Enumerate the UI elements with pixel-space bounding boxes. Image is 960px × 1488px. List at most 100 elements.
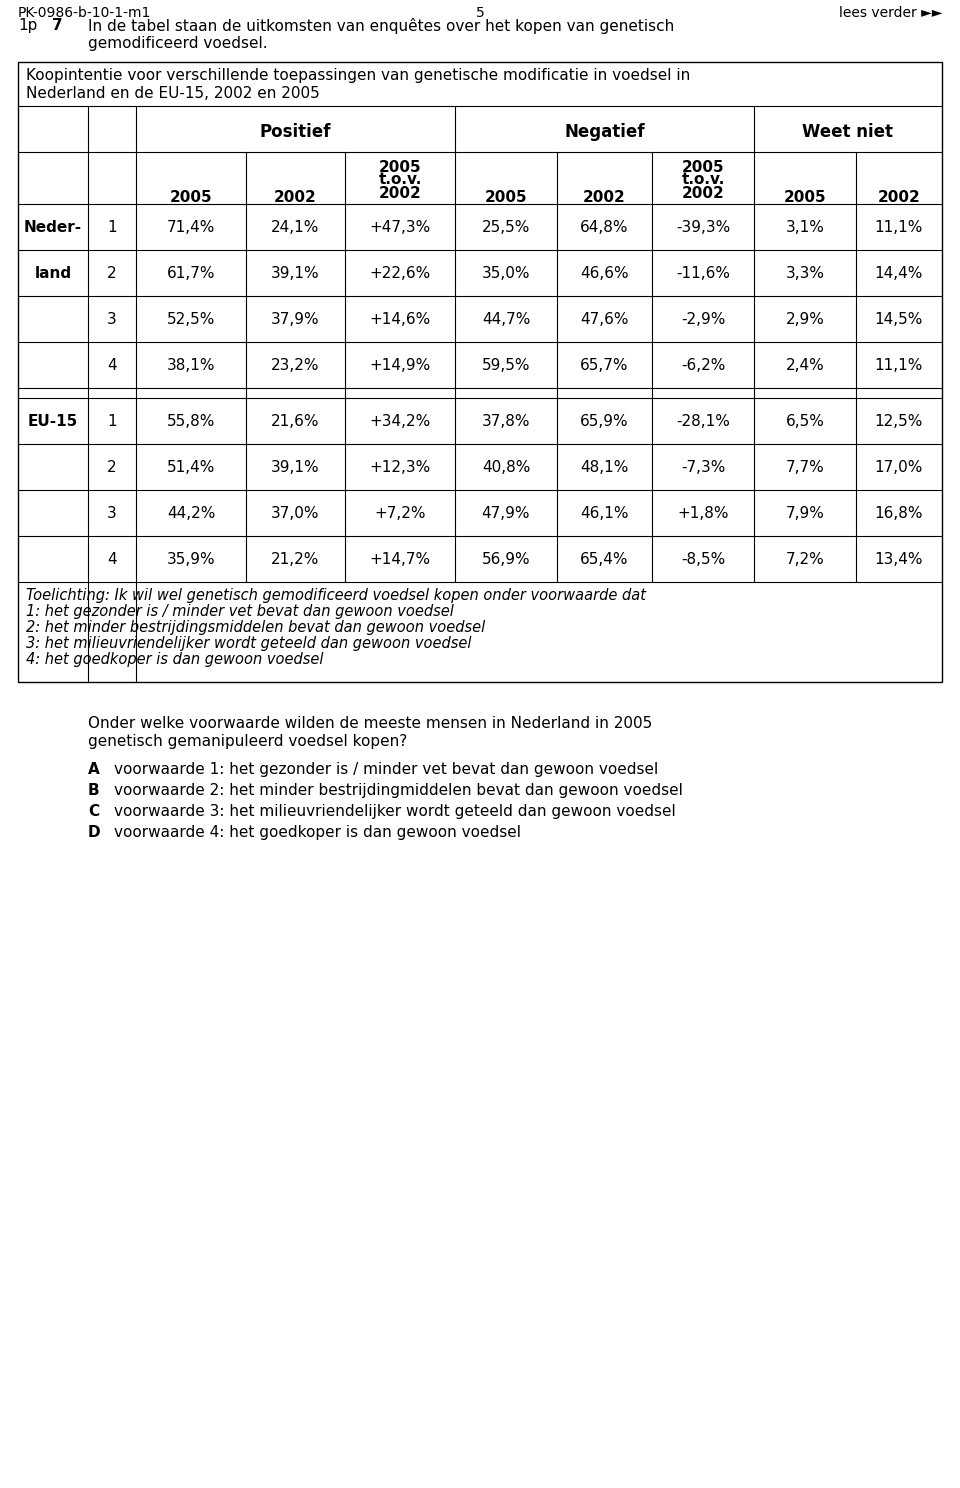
Text: 48,1%: 48,1% [580,460,629,475]
Text: +1,8%: +1,8% [677,506,729,521]
Text: -39,3%: -39,3% [676,220,731,235]
Text: 3,1%: 3,1% [785,220,825,235]
Text: +14,6%: +14,6% [370,312,431,327]
Text: 64,8%: 64,8% [580,220,629,235]
Text: 24,1%: 24,1% [272,220,320,235]
Text: +22,6%: +22,6% [370,266,431,281]
Text: 7,9%: 7,9% [785,506,825,521]
Text: 1: het gezonder is / minder vet bevat dan gewoon voedsel: 1: het gezonder is / minder vet bevat da… [26,604,454,619]
Text: 14,4%: 14,4% [875,266,924,281]
Text: 52,5%: 52,5% [167,312,215,327]
Text: 7,7%: 7,7% [785,460,825,475]
Text: 2002: 2002 [877,190,921,205]
Text: 2,4%: 2,4% [785,359,825,373]
Text: 4: 4 [108,359,117,373]
Text: 35,0%: 35,0% [482,266,530,281]
Text: +14,9%: +14,9% [370,359,431,373]
Text: 65,7%: 65,7% [580,359,629,373]
Text: +7,2%: +7,2% [374,506,425,521]
Text: 44,7%: 44,7% [482,312,530,327]
Text: -11,6%: -11,6% [676,266,730,281]
Text: 12,5%: 12,5% [875,414,924,429]
Text: +14,7%: +14,7% [370,552,431,567]
Text: 37,9%: 37,9% [271,312,320,327]
Text: 3: het milieuvriendelijker wordt geteeld dan gewoon voedsel: 3: het milieuvriendelijker wordt geteeld… [26,635,471,652]
Text: 47,9%: 47,9% [482,506,530,521]
Text: Weet niet: Weet niet [803,124,894,141]
Text: 37,8%: 37,8% [482,414,530,429]
Text: Toelichting: Ik wil wel genetisch gemodificeerd voedsel kopen onder voorwaarde d: Toelichting: Ik wil wel genetisch gemodi… [26,588,646,603]
Text: -2,9%: -2,9% [681,312,725,327]
Text: land: land [35,266,72,281]
Text: 6,5%: 6,5% [785,414,825,429]
Text: 4: 4 [108,552,117,567]
Text: voorwaarde 3: het milieuvriendelijker wordt geteeld dan gewoon voedsel: voorwaarde 3: het milieuvriendelijker wo… [114,804,676,818]
Text: 14,5%: 14,5% [875,312,924,327]
Text: D: D [88,824,101,841]
Text: B: B [88,783,100,798]
Text: 7,2%: 7,2% [785,552,825,567]
Text: 2002: 2002 [583,190,626,205]
Text: Onder welke voorwaarde wilden de meeste mensen in Nederland in 2005: Onder welke voorwaarde wilden de meeste … [88,716,652,731]
Text: 55,8%: 55,8% [167,414,215,429]
Text: -7,3%: -7,3% [681,460,725,475]
Text: 21,6%: 21,6% [272,414,320,429]
Text: 2002: 2002 [682,186,725,201]
Text: 2002: 2002 [378,186,421,201]
Text: Positief: Positief [260,124,331,141]
Text: t.o.v.: t.o.v. [682,173,725,187]
Text: 46,1%: 46,1% [580,506,629,521]
Text: voorwaarde 1: het gezonder is / minder vet bevat dan gewoon voedsel: voorwaarde 1: het gezonder is / minder v… [114,762,659,777]
Bar [18,62,942,682]
Text: 2005: 2005 [170,190,212,205]
Text: 39,1%: 39,1% [271,460,320,475]
Text: 3: 3 [108,506,117,521]
Text: C: C [88,804,99,818]
Text: 46,6%: 46,6% [580,266,629,281]
Text: +47,3%: +47,3% [370,220,431,235]
Text: 56,9%: 56,9% [482,552,530,567]
Text: 17,0%: 17,0% [875,460,924,475]
Text: 39,1%: 39,1% [271,266,320,281]
Text: In de tabel staan de uitkomsten van enquêtes over het kopen van genetisch: In de tabel staan de uitkomsten van enqu… [88,18,674,34]
Text: 2: 2 [108,460,117,475]
Text: 23,2%: 23,2% [272,359,320,373]
Text: 25,5%: 25,5% [482,220,530,235]
Text: 2002: 2002 [275,190,317,205]
Text: PK-0986-b-10-1-m1: PK-0986-b-10-1-m1 [18,6,152,19]
Text: 44,2%: 44,2% [167,506,215,521]
Text: 37,0%: 37,0% [272,506,320,521]
Text: 21,2%: 21,2% [272,552,320,567]
Text: A: A [88,762,100,777]
Text: voorwaarde 2: het minder bestrijdingmiddelen bevat dan gewoon voedsel: voorwaarde 2: het minder bestrijdingmidd… [114,783,683,798]
Text: 1: 1 [108,220,117,235]
Text: 3,3%: 3,3% [785,266,825,281]
Text: t.o.v.: t.o.v. [378,173,421,187]
Text: -28,1%: -28,1% [676,414,730,429]
Text: +12,3%: +12,3% [370,460,431,475]
Text: 11,1%: 11,1% [875,359,924,373]
Text: +34,2%: +34,2% [370,414,431,429]
Text: 16,8%: 16,8% [875,506,924,521]
Text: gemodificeerd voedsel.: gemodificeerd voedsel. [88,36,268,51]
Text: 65,9%: 65,9% [580,414,629,429]
Text: lees verder ►►: lees verder ►► [839,6,942,19]
Text: 2005: 2005 [682,161,724,176]
Text: 2,9%: 2,9% [785,312,825,327]
Text: 13,4%: 13,4% [875,552,924,567]
Text: 59,5%: 59,5% [482,359,530,373]
Text: EU-15: EU-15 [28,414,78,429]
Text: 3: 3 [108,312,117,327]
Text: 11,1%: 11,1% [875,220,924,235]
Text: 2005: 2005 [783,190,827,205]
Text: 65,4%: 65,4% [580,552,629,567]
Text: voorwaarde 4: het goedkoper is dan gewoon voedsel: voorwaarde 4: het goedkoper is dan gewoo… [114,824,521,841]
Text: 71,4%: 71,4% [167,220,215,235]
Text: -6,2%: -6,2% [681,359,725,373]
Text: 2005: 2005 [485,190,527,205]
Text: 35,9%: 35,9% [167,552,215,567]
Text: 5: 5 [475,6,485,19]
Text: 40,8%: 40,8% [482,460,530,475]
Text: Koopintentie voor verschillende toepassingen van genetische modificatie in voeds: Koopintentie voor verschillende toepassi… [26,68,690,83]
Text: 61,7%: 61,7% [167,266,215,281]
